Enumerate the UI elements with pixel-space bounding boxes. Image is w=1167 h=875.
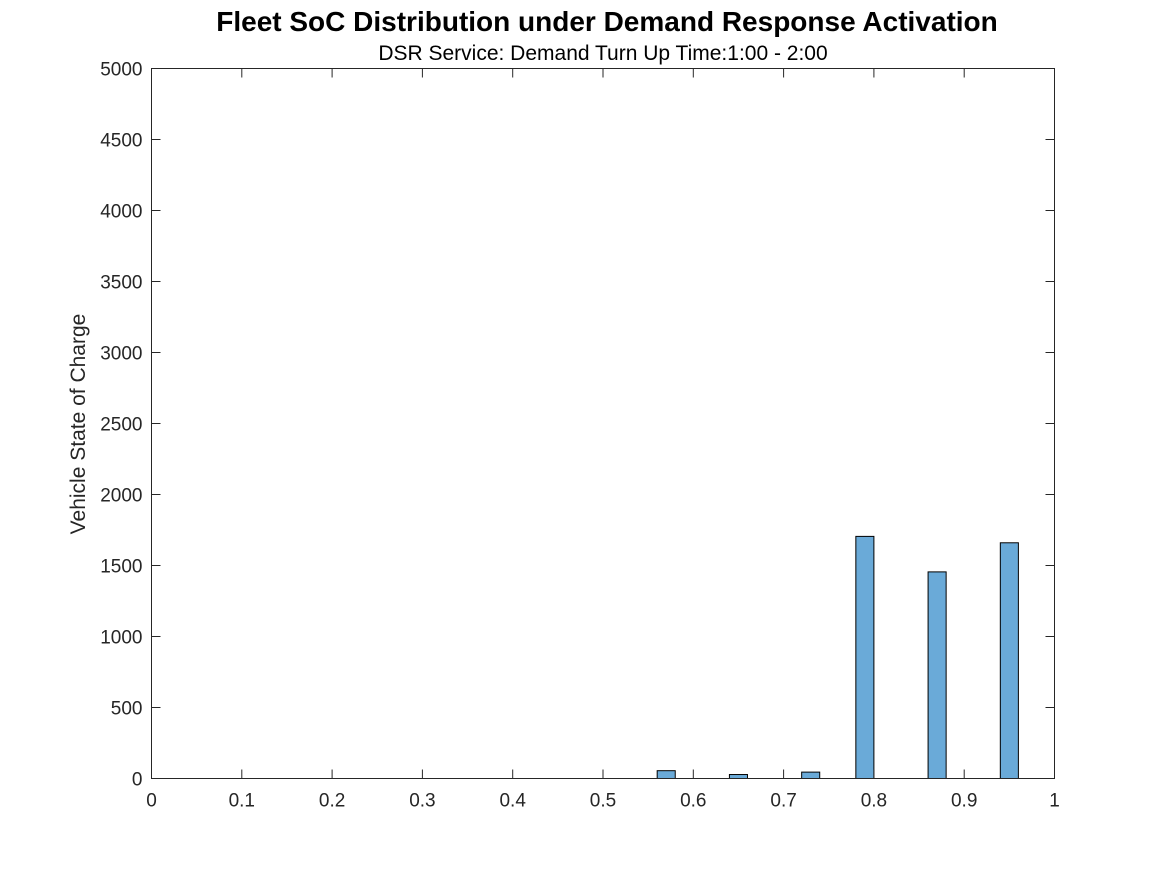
ticks-layer: 0 0.1 0.2 0.3 0.4 0.5 0.6 0.7 0.8 0.9 1 0 500 1000 150… <box>100 60 1060 812</box>
y-tick-label: 1500 <box>100 557 142 578</box>
chart-subtitle: DSR Service: Demand Turn Up Time:1:00 - … <box>378 42 827 65</box>
x-tick-label: 0.6 <box>680 791 706 812</box>
y-axis-label: Vehicle State of Charge <box>67 314 90 535</box>
y-tick-label: 5000 <box>100 60 142 81</box>
y-tick-label: 3000 <box>100 344 142 365</box>
y-tick-label: 1000 <box>100 628 142 649</box>
y-tick-label: 2500 <box>100 415 142 436</box>
x-tick-label: 0.8 <box>861 791 887 812</box>
histogram-bar-1 <box>656 770 676 780</box>
x-tick-label: 0.3 <box>409 791 435 812</box>
histogram-bar-2 <box>728 774 748 779</box>
x-tick-label: 0.1 <box>229 791 255 812</box>
x-tick-label: 1 <box>1049 791 1060 812</box>
histogram-bar-4 <box>855 535 875 780</box>
bars-layer <box>656 535 1019 780</box>
histogram-bar-5 <box>927 571 947 780</box>
x-tick-label: 0.5 <box>590 791 616 812</box>
chart-title: Fleet SoC Distribution under Demand Resp… <box>216 6 998 37</box>
histogram-bar-6 <box>999 542 1019 780</box>
y-tick-label: 2000 <box>100 486 142 507</box>
x-tick-label: 0.4 <box>499 791 526 812</box>
y-tick-label: 4000 <box>100 202 142 223</box>
y-tick-label: 4500 <box>100 131 142 152</box>
histogram-bar-3 <box>801 771 821 779</box>
x-tick-label: 0.2 <box>319 791 345 812</box>
y-tick-label: 500 <box>111 699 143 720</box>
y-tick-label: 3500 <box>100 273 142 294</box>
x-tick-label: 0.9 <box>951 791 977 812</box>
x-tick-label: 0 <box>146 791 157 812</box>
y-tick-label: 0 <box>132 770 143 791</box>
plot-area-frame <box>151 68 1055 779</box>
x-tick-label: 0.7 <box>770 791 796 812</box>
